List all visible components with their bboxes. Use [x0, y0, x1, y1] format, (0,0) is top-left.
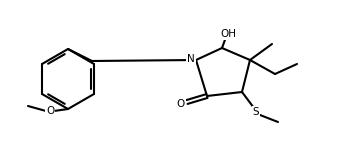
Text: N: N	[187, 54, 195, 64]
Text: O: O	[46, 106, 54, 116]
Text: O: O	[177, 99, 185, 109]
Text: OH: OH	[220, 29, 236, 39]
Text: S: S	[253, 107, 259, 117]
